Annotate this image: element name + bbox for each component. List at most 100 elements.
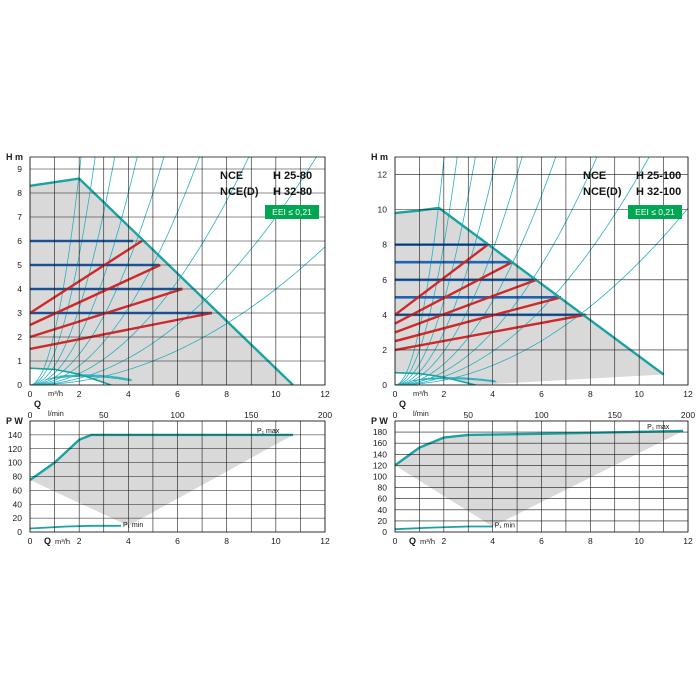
min-curve: [395, 371, 476, 385]
series-label: P₁ max: [257, 428, 280, 435]
power-area: [30, 434, 293, 526]
eei-badge: [265, 205, 319, 219]
x-tick-label: 10: [271, 536, 281, 546]
x-tick-label: 8: [224, 389, 229, 399]
secondary-x-tick-label: 0: [393, 410, 398, 420]
low-flow-curve: [420, 377, 497, 382]
max-curve: [395, 206, 665, 376]
y-axis-label: P W: [6, 416, 23, 426]
y-tick-label: 10: [378, 205, 388, 215]
x-tick-label: 12: [683, 389, 693, 399]
low-flow-curve: [59, 374, 131, 380]
y-tick-label: 160: [373, 438, 387, 448]
y-tick-label: 20: [378, 516, 388, 526]
x-tick-label: 2: [441, 536, 446, 546]
y-tick-label: 9: [17, 164, 22, 174]
y-tick-label: 120: [373, 460, 387, 470]
proportional-pressure-line: [395, 278, 538, 334]
low-flow-curve: [424, 377, 496, 381]
low-flow-curve: [52, 375, 131, 381]
operating-area: [30, 178, 293, 385]
y-tick-label: 140: [373, 449, 387, 459]
y-axis-label: P W: [371, 416, 388, 426]
max-curve: [30, 177, 294, 385]
x-tick-label: 6: [175, 389, 180, 399]
x-tick-label: 4: [126, 536, 131, 546]
x-axis-label: Q: [399, 399, 406, 409]
secondary-x-tick-label: 150: [244, 410, 258, 420]
y-tick-label: 4: [382, 310, 387, 320]
y-tick-label: 8: [382, 240, 387, 250]
plot-area: [395, 429, 684, 531]
y-tick-label: 80: [13, 472, 23, 482]
y-tick-label: 12: [378, 170, 388, 180]
y-tick-label: 60: [378, 494, 388, 504]
y-tick-label: 8: [17, 188, 22, 198]
proportional-pressure-line: [395, 313, 586, 352]
low-flow-curve: [413, 378, 497, 383]
x-tick-label: 0: [28, 536, 33, 546]
model-code: H 32-100: [636, 186, 681, 198]
x-tick-label: 0: [393, 536, 398, 546]
y-tick-label: 0: [17, 527, 22, 537]
y-tick-label: 2: [382, 345, 387, 355]
panel-right-H: 0 2 4 6 8 10 12 0 2 4 6 8 10 12 H m Qm³/h l/min 0 50 100 150…: [371, 152, 695, 420]
y-tick-label: 7: [17, 212, 22, 222]
proportional-pressure-line: [395, 296, 562, 343]
series-label: P₁ min: [495, 522, 515, 529]
eei-badge-text: EEI ≤ 0,21: [635, 207, 675, 217]
y-tick-label: 4: [17, 284, 22, 294]
low-flow-curve: [55, 374, 133, 381]
model-name: NCE: [220, 170, 243, 182]
y-tick-label: 40: [378, 505, 388, 515]
x-tick-label: 6: [539, 536, 544, 546]
x-tick-label: 0: [393, 389, 398, 399]
x-tick-label: 4: [126, 389, 131, 399]
secondary-x-tick-label: 50: [99, 410, 109, 420]
x-tick-label: 12: [320, 389, 330, 399]
power-series-line: [395, 525, 493, 531]
x-tick-label: 12: [683, 536, 693, 546]
proportional-pressure-line: [30, 311, 213, 351]
y-tick-label: 120: [8, 444, 22, 454]
x-axis-label: Q: [44, 536, 51, 546]
y-tick-label: 180: [373, 427, 387, 437]
x-tick-label: 6: [539, 389, 544, 399]
model-code: H 32-80: [273, 186, 312, 198]
y-axis-label: H m: [6, 152, 23, 162]
proportional-pressure-line: [30, 263, 161, 327]
y-tick-label: 0: [17, 380, 22, 390]
x-tick-label: 4: [490, 536, 495, 546]
x-axis-label: Q: [409, 536, 416, 546]
y-tick-label: 40: [13, 499, 23, 509]
y-tick-label: 20: [13, 513, 23, 523]
secondary-x-tick-label: 100: [170, 410, 184, 420]
secondary-x-tick-label: 150: [608, 410, 622, 420]
y-tick-label: 2: [17, 332, 22, 342]
secondary-x-tick-label: 200: [681, 410, 695, 420]
y-tick-label: 100: [8, 458, 22, 468]
model-name: NCE: [583, 170, 606, 182]
power-series-line: [395, 429, 684, 467]
x-unit: m³/h: [48, 389, 63, 398]
y-tick-label: 3: [17, 308, 22, 318]
x-tick-label: 10: [634, 536, 644, 546]
secondary-x-tick-label: 0: [28, 410, 33, 420]
plot-frame: [394, 420, 689, 533]
plot-frame: [394, 156, 689, 386]
x-tick-label: 4: [490, 389, 495, 399]
plot-frame: [29, 156, 326, 386]
panel-left-P: P₁ max P₁ min 0 20 40 60 80 100 120 140 0 2 4 6 8 10 12 P…: [6, 416, 330, 546]
series-label: P₁ max: [647, 424, 670, 431]
y-tick-label: 1: [17, 356, 22, 366]
eei-badge-text: EEI ≤ 0,21: [272, 207, 312, 217]
y-tick-label: 0: [382, 380, 387, 390]
power-series-line: [30, 524, 121, 530]
y-tick-label: 60: [13, 485, 23, 495]
x-tick-label: 10: [634, 389, 644, 399]
x-tick-label: 2: [77, 389, 82, 399]
x-unit: m³/h: [55, 537, 70, 546]
model-name: NCE(D): [583, 186, 622, 198]
low-flow-curve: [48, 375, 133, 382]
